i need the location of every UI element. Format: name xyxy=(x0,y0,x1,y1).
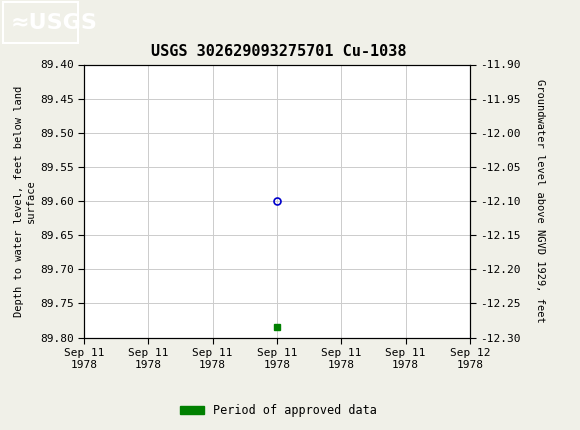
Legend: Period of approved data: Period of approved data xyxy=(175,399,382,422)
Y-axis label: Groundwater level above NGVD 1929, feet: Groundwater level above NGVD 1929, feet xyxy=(535,79,545,323)
Y-axis label: Depth to water level, feet below land
surface: Depth to water level, feet below land su… xyxy=(14,86,36,316)
Bar xyxy=(3,2,78,43)
Text: ≈USGS: ≈USGS xyxy=(10,13,97,34)
Text: USGS 302629093275701 Cu-1038: USGS 302629093275701 Cu-1038 xyxy=(151,44,406,59)
